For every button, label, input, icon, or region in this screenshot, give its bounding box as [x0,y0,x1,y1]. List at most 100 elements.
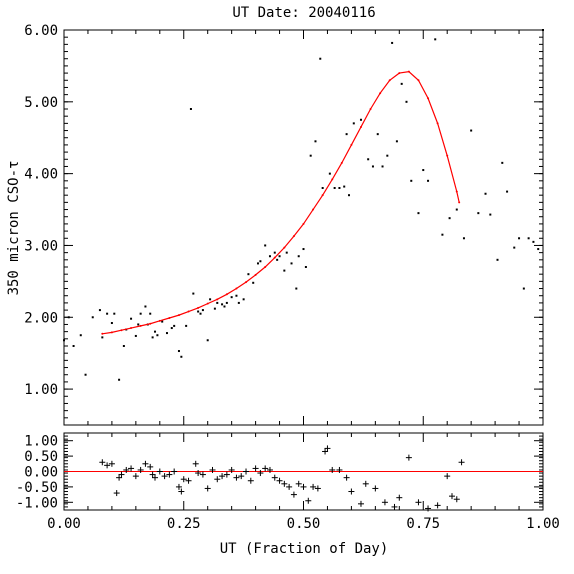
tau-data-point [79,334,82,337]
x-tick-label: 1.00 [526,516,560,532]
fit-curve-node [158,319,161,322]
tau-data-point [118,378,121,381]
fit-curve-node [321,194,324,197]
residual-marker [262,465,269,472]
tau-data-point [177,350,180,353]
fit-curve-node [369,108,372,110]
residual-marker [185,477,192,484]
tau-data-point [417,212,420,215]
tau-data-point [542,29,544,31]
x-tick-label: 0.50 [287,516,321,532]
tau-data-point [367,158,370,161]
tau-data-point [321,187,324,189]
tau-data-point [295,287,298,290]
tau-data-point [101,336,104,339]
residual-marker [343,474,350,481]
residual-marker [132,473,139,480]
residual-marker [147,463,154,470]
fit-curve-node [235,287,238,290]
residual-marker [178,488,185,495]
tau-data-point [441,233,444,236]
fit-curve-node [417,79,420,82]
tau-data-point [106,312,109,315]
tau-data-point [448,217,451,220]
residual-marker [336,466,343,473]
tau-data-point [309,154,312,157]
residual-marker [281,480,288,487]
tau-data-point [256,262,259,265]
residual-marker [243,468,250,475]
x-tick-label: 0.00 [47,516,81,532]
fit-curve-node [225,293,228,296]
bottom-y-tick-label: -0.50 [16,480,58,496]
top-y-tick-label: 5.00 [24,95,58,111]
residual-marker [118,471,125,478]
tau-data-points [63,29,544,381]
residual-marker [362,480,369,487]
tau-data-point [484,192,487,195]
residual-marker [228,466,235,473]
tau-data-point [235,294,238,297]
residual-marker [199,471,206,478]
tau-data-point [84,373,87,376]
tau-data-point [319,57,322,60]
fit-curve-line [102,71,460,335]
residual-marker [348,488,355,495]
fit-curve-node [168,316,171,319]
tau-data-point [63,339,65,342]
residual-marker [104,462,111,469]
bottom-y-tick-label: 0.00 [24,465,58,481]
fit-curve-node [359,125,362,128]
tau-data-point [173,324,176,327]
tau-data-point [338,187,341,189]
tau-data-point [276,258,279,261]
residual-marker [276,477,283,484]
residual-marker [305,497,312,504]
fit-curve-node [177,314,180,317]
tau-data-point [91,316,94,319]
tau-data-point [462,237,465,240]
residual-marker [192,460,199,467]
tau-data-point [192,292,195,295]
fit-curve-node [139,324,142,327]
fit-curve-node [388,79,391,82]
residual-marker [444,473,451,480]
residual-marker [233,474,240,481]
tau-data-point [297,255,300,258]
tau-data-point [216,301,219,304]
tau-data-point [455,208,458,211]
tau-data-point [278,255,281,258]
fit-curve-node [273,256,276,259]
residual-marker [180,476,187,483]
residual-marker [137,466,144,473]
fit-curve-node [331,178,334,181]
fit-curve-node [264,266,267,268]
residual-marker [152,474,159,481]
tau-data-point [264,244,267,247]
tau-data-point [139,312,142,315]
tau-data-point [273,251,276,254]
residual-marker [257,470,264,477]
top-y-tick-label: 1.00 [24,382,58,398]
tau-data-point [98,309,101,312]
fit-curve-node [292,235,295,238]
top-y-ticks: 1.00 2.00 3.00 4.00 5.00 6.00 [24,23,543,426]
fit-curve-node [110,331,113,334]
x-axis-label: UT (Fraction of Day) [220,541,389,557]
residual-marker [223,471,230,478]
tau-data-point [381,165,384,168]
fit-curve-node [254,273,257,276]
fit-curve-node [187,310,190,313]
fit-curve-node [149,322,152,325]
fit-curve-node [216,298,219,301]
residual-marker [329,466,336,473]
residual-marker [156,468,163,475]
residual-marker [175,483,182,490]
tau-data-point [230,296,233,299]
tau-data-point [130,317,133,320]
residual-marker [357,500,364,507]
bottom-y-tick-label: 0.50 [24,449,58,465]
tau-data-point [151,336,154,339]
residual-marker [458,459,465,466]
tau-data-point [154,330,157,333]
